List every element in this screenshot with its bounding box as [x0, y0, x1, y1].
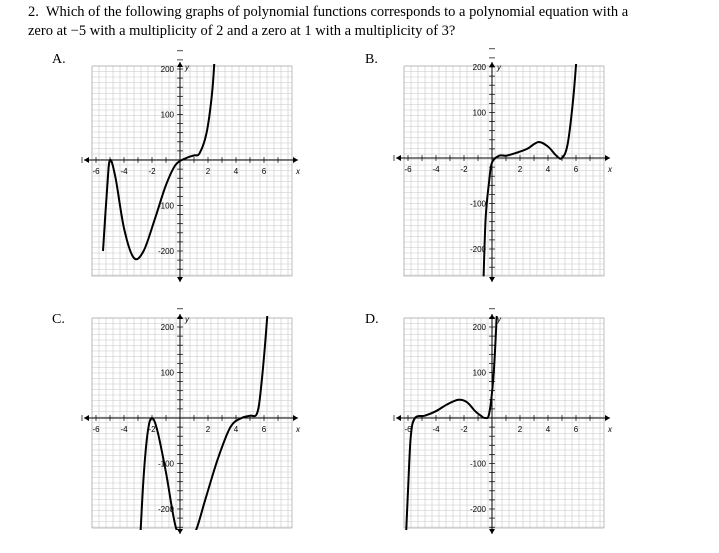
minor-ticks: [393, 308, 591, 528]
x-tick-label: 2: [206, 167, 211, 176]
x-tick-label: 4: [234, 167, 239, 176]
x-tick-label: -4: [432, 165, 440, 174]
x-axis-arrow-right-icon: [605, 415, 610, 421]
x-tick-label: -2: [148, 167, 156, 176]
grid-border: [91, 317, 293, 529]
x-tick-label: -6: [404, 165, 412, 174]
y-tick-label: 100: [473, 109, 487, 118]
option-a-graph[interactable]: -6 -4 -2 2 4 6 200 100 -100 -200 x y: [60, 48, 320, 288]
question-line-1-text: Which of the following graphs of polynom…: [45, 4, 629, 20]
y-tick-label: 200: [161, 323, 175, 332]
x-axis-label: x: [295, 425, 301, 434]
x-axis-arrow-left-icon: [396, 155, 401, 161]
x-tick-label: -2: [460, 165, 468, 174]
axes: [84, 314, 298, 534]
y-tick-label: 200: [161, 65, 175, 74]
polynomial-curve: [139, 316, 269, 530]
axes: [396, 62, 610, 282]
x-tick-label: 6: [574, 165, 579, 174]
option-d-graph[interactable]: -6 -4 -2 2 4 6 200 100 -100 -200 x y: [372, 300, 632, 540]
y-axis-arrow-up-icon: [177, 62, 183, 67]
y-tick-label: 200: [473, 323, 487, 332]
x-tick-label: -4: [432, 425, 440, 434]
x-axis-arrow-left-icon: [84, 415, 89, 421]
x-tick-label: 6: [574, 425, 579, 434]
x-axis-label: x: [295, 167, 301, 176]
x-tick-label: -6: [92, 167, 100, 176]
option-b-label: B.: [365, 52, 378, 67]
option-c-label: C.: [52, 312, 65, 327]
polynomial-curve: [405, 316, 498, 530]
y-tick-label: -100: [158, 202, 175, 211]
grid: [403, 317, 604, 528]
option-b-graph[interactable]: -6 -4 -2 2 4 6 200 100 -100 -200 x y: [372, 48, 632, 288]
y-tick-label: -100: [470, 460, 487, 469]
x-axis-arrow-right-icon: [605, 155, 610, 161]
x-tick-label: -4: [120, 425, 128, 434]
y-tick-label: -200: [470, 245, 487, 254]
y-tick-label: 200: [473, 63, 487, 72]
y-axis-arrow-up-icon: [489, 62, 495, 67]
axes: [396, 314, 610, 534]
question-number: 2.: [28, 4, 39, 20]
y-tick-label: -200: [470, 505, 487, 514]
y-tick-label: -100: [158, 460, 175, 469]
option-d-label: D.: [365, 312, 379, 327]
axes: [84, 62, 298, 282]
x-tick-label: 2: [518, 165, 523, 174]
x-tick-label: 2: [206, 425, 211, 434]
y-tick-label: 100: [473, 369, 487, 378]
grid-border: [403, 317, 605, 529]
y-axis-label: y: [496, 63, 502, 72]
x-tick-label: 4: [546, 425, 551, 434]
x-tick-label: 6: [262, 167, 267, 176]
x-tick-label: 6: [262, 425, 267, 434]
y-tick-label: -200: [158, 505, 175, 514]
y-axis-arrow-down-icon: [177, 277, 183, 282]
grid-border: [403, 65, 605, 277]
x-axis-arrow-right-icon: [293, 415, 298, 421]
option-a-label: A.: [52, 52, 66, 67]
polynomial-curve: [482, 64, 578, 277]
grid: [91, 317, 292, 528]
y-axis-label: y: [184, 63, 190, 72]
y-tick-label: 100: [161, 111, 175, 120]
x-axis-arrow-left-icon: [396, 415, 401, 421]
y-tick-label: -100: [470, 200, 487, 209]
y-axis-arrow-down-icon: [489, 529, 495, 534]
x-axis-arrow-right-icon: [293, 157, 298, 163]
minor-ticks: [81, 308, 279, 528]
x-axis-label: x: [607, 165, 613, 174]
x-tick-label: 4: [234, 425, 239, 434]
y-axis-label: y: [184, 315, 190, 324]
x-tick-label: -6: [92, 425, 100, 434]
x-tick-label: 2: [518, 425, 523, 434]
grid-border: [91, 65, 293, 277]
y-axis-arrow-down-icon: [489, 277, 495, 282]
question-text: 2. Which of the following graphs of poly…: [28, 3, 708, 41]
y-tick-label: -200: [158, 247, 175, 256]
y-tick-label: 100: [161, 369, 175, 378]
question-line-2: zero at −5 with a multiplicity of 2 and …: [28, 23, 456, 39]
y-axis-arrow-down-icon: [177, 529, 183, 534]
x-axis-label: x: [607, 425, 613, 434]
x-tick-label: -2: [148, 425, 156, 434]
y-axis-label: y: [496, 315, 502, 324]
x-tick-label: -4: [120, 167, 128, 176]
question-line-1: 2. Which of the following graphs of poly…: [28, 3, 708, 22]
option-c-graph[interactable]: -6 -4 -2 2 4 6 200 100 -100 -200 x y: [60, 300, 320, 540]
minor-ticks: [81, 50, 279, 270]
x-tick-label: -6: [404, 425, 412, 434]
x-axis-arrow-left-icon: [84, 157, 89, 163]
x-tick-label: -2: [460, 425, 468, 434]
x-tick-label: 4: [546, 165, 551, 174]
polynomial-curve: [102, 64, 216, 261]
